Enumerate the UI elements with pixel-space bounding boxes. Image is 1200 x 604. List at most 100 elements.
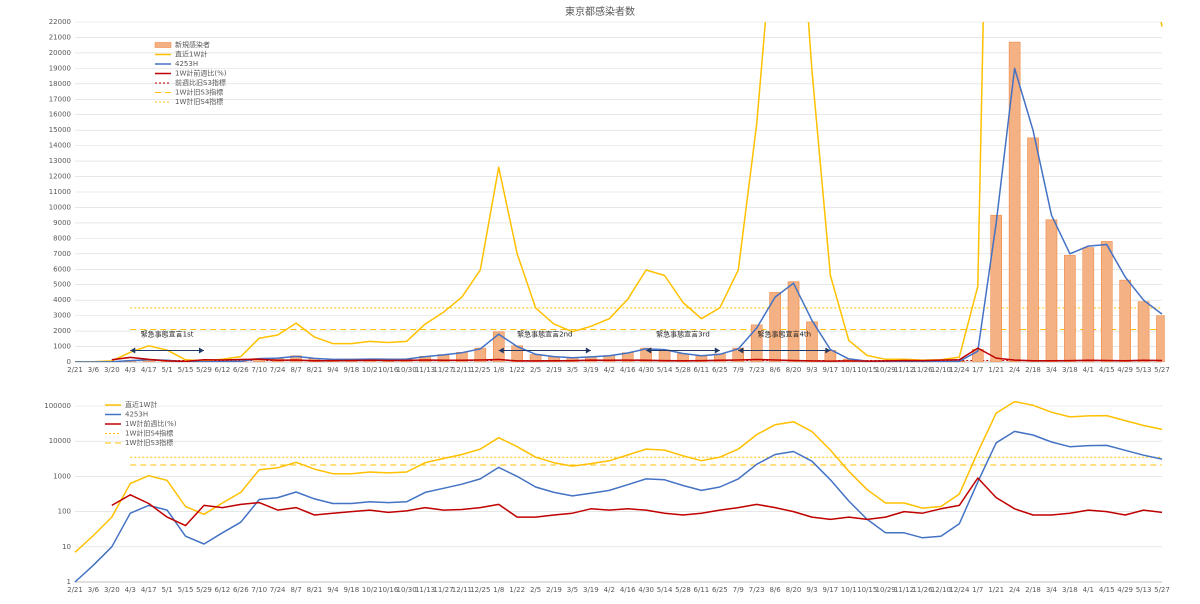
y-tick-label: 1: [67, 578, 71, 586]
plot: [74, 400, 1163, 583]
x-tick-label: 11/12: [894, 586, 914, 594]
y-tick-label: 8000: [53, 234, 71, 242]
y-tick-label: 15000: [49, 126, 71, 134]
x-tick-label: 9/3: [806, 586, 817, 594]
y-tick-label: 10000: [49, 437, 71, 445]
bar: [1064, 255, 1076, 362]
x-tick-label: 1/8: [493, 366, 504, 374]
chart-title: 東京都感染者数: [565, 5, 635, 18]
x-tick-label: 12/11: [452, 366, 472, 374]
x-tick-label: 10/15: [857, 366, 877, 374]
legend-label: 新規感染者: [175, 40, 210, 49]
x-tick-label: 7/9: [733, 586, 744, 594]
y-tick-label: 1000: [53, 343, 71, 351]
x-tick-label: 1/7: [972, 366, 983, 374]
y-tick-label: 14000: [49, 142, 71, 150]
x-tick-label: 2/18: [1025, 366, 1041, 374]
plot: [75, 22, 1165, 362]
x-tick-label: 11/27: [433, 366, 453, 374]
x-tick-label: 7/24: [270, 586, 286, 594]
x-tick-label: 3/4: [1046, 366, 1058, 374]
x-tick-label: 9/4: [327, 586, 339, 594]
x-tick-label: 2/18: [1025, 586, 1041, 594]
x-tick-label: 5/15: [178, 366, 194, 374]
annotation-label: 緊急事態宣言1st: [141, 330, 194, 339]
x-tick-label: 7/10: [251, 586, 267, 594]
y-tick-label: 6000: [53, 265, 71, 273]
annotation-label: 緊急事態宣言2nd: [517, 330, 572, 339]
y-tick-label: 17000: [49, 95, 71, 103]
x-tick-label: 10/16: [378, 586, 399, 594]
y-tick-label: 5000: [53, 281, 71, 289]
x-tick-label: 9/4: [327, 366, 339, 374]
x-tick-label: 9/18: [343, 586, 359, 594]
x-tick-label: 3/20: [104, 366, 120, 374]
y-tick-label: 18000: [49, 80, 71, 88]
x-tick-label: 11/12: [894, 366, 914, 374]
x-tick-label: 3/19: [583, 586, 599, 594]
x-tick-label: 5/29: [196, 366, 212, 374]
x-tick-label: 4/17: [141, 586, 157, 594]
bar: [750, 324, 763, 362]
x-tick-label: 4/16: [620, 586, 636, 594]
x-tick-label: 3/20: [104, 586, 120, 594]
x-tick-label: 3/18: [1062, 586, 1078, 594]
y-tick-label: 10000: [49, 203, 71, 211]
x-tick-label: 6/26: [233, 586, 249, 594]
y-tick-label: 20000: [49, 49, 71, 57]
series-line: [75, 22, 1163, 362]
bar: [1045, 219, 1058, 362]
x-tick-label: 2/21: [67, 586, 83, 594]
x-tick-label: 8/6: [769, 366, 781, 374]
x-tick-label: 10/30: [397, 586, 417, 594]
x-tick-label: 6/25: [712, 586, 728, 594]
x-tick-label: 1/7: [972, 586, 983, 594]
x-tick-label: 3/5: [567, 586, 578, 594]
x-tick-label: 12/24: [949, 586, 970, 594]
bar: [640, 347, 652, 362]
x-tick-label: 5/28: [675, 366, 691, 374]
y-tick-label: 21000: [49, 33, 71, 41]
x-tick-label: 1/21: [988, 366, 1004, 374]
x-tick-label: 1/8: [493, 586, 504, 594]
x-tick-label: 7/23: [749, 366, 765, 374]
bar: [1119, 279, 1131, 362]
x-tick-label: 5/1: [161, 586, 172, 594]
y-tick-label: 100000: [44, 402, 71, 410]
y-tick-label: 9000: [53, 219, 71, 227]
x-tick-label: 5/29: [196, 586, 212, 594]
x-tick-label: 4/30: [638, 366, 654, 374]
x-tick-label: 6/11: [694, 586, 710, 594]
bar: [1156, 315, 1165, 362]
x-tick-label: 12/10: [931, 366, 951, 374]
x-tick-label: 3/5: [567, 366, 578, 374]
x-tick-label: 2/4: [1009, 586, 1021, 594]
x-tick-label: 3/6: [88, 366, 100, 374]
x-tick-label: 12/11: [452, 586, 472, 594]
x-tick-label: 4/2: [604, 586, 615, 594]
legend-label: 直近1W計: [175, 50, 207, 59]
bar: [806, 321, 818, 362]
x-tick-label: 6/25: [712, 366, 728, 374]
x-tick-label: 12/10: [931, 586, 951, 594]
x-tick-label: 10/29: [876, 586, 896, 594]
x-tick-label: 11/13: [415, 586, 435, 594]
x-tick-label: 10/2: [362, 586, 378, 594]
y-tick-label: 11000: [49, 188, 71, 196]
x-tick-label: 8/20: [786, 586, 802, 594]
x-tick-label: 12/25: [470, 586, 490, 594]
x-tick-label: 4/15: [1099, 586, 1115, 594]
x-tick-label: 2/19: [546, 586, 562, 594]
x-tick-label: 5/1: [161, 366, 172, 374]
x-tick-label: 5/14: [657, 366, 673, 374]
x-tick-label: 6/12: [215, 586, 231, 594]
y-tick-label: 22000: [49, 18, 71, 26]
bar: [990, 214, 1002, 362]
x-tick-label: 10/15: [857, 586, 877, 594]
x-tick-label: 4/16: [620, 366, 636, 374]
x-tick-label: 6/12: [215, 366, 231, 374]
y-tick-label: 1000: [53, 472, 71, 480]
bar: [787, 281, 800, 362]
x-tick-label: 10/29: [876, 366, 896, 374]
y-tick-label: 100: [58, 508, 71, 516]
